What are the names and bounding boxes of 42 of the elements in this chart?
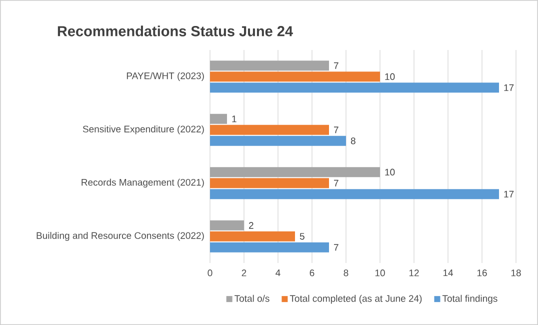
bar [210,60,330,71]
data-label: 10 [385,168,395,176]
legend-label: Total findings [442,294,498,304]
data-label: 7 [334,244,338,251]
chart-title: Recommendations Status June 24 [58,26,293,36]
legend-label: Total o/s [234,294,270,302]
y-tick-label: PAYE/WHT (2023) [126,72,204,82]
data-label: 17 [504,190,514,198]
bar [210,72,380,82]
x-tick-label: 6 [310,270,314,276]
x-tick-label: 0 [208,270,212,276]
bar [210,167,380,178]
y-tick-label: Building and Resource Consents (2022) [36,232,204,241]
data-label: 7 [334,180,338,186]
data-label: 17 [504,84,514,91]
legend-label: Total completed (as at June 24) [290,294,422,304]
x-tick-label: 18 [511,270,521,276]
x-tick-label: 12 [409,270,419,276]
bar [210,189,500,200]
x-tick-label: 10 [375,270,385,276]
bar [210,124,330,135]
bar [210,136,346,146]
data-label: 7 [334,126,338,134]
bar [210,231,296,242]
x-tick-label: 2 [242,270,246,276]
y-tick-label: Sensitive Expenditure (2022) [82,125,204,134]
bar [210,178,330,188]
x-tick-label: 14 [443,270,454,276]
bar [210,242,330,252]
data-label: 1 [232,116,236,122]
bar [210,82,500,93]
bar [210,114,227,124]
data-label: 7 [334,62,338,69]
bar [210,220,244,230]
data-label: 8 [350,138,356,144]
x-tick-label: 4 [276,270,280,276]
x-tick-label: 16 [477,270,487,276]
data-label: 5 [300,233,304,240]
y-tick-label: Records Management (2021) [82,178,204,188]
data-label: 2 [249,222,254,229]
x-tick-label: 8 [344,270,348,276]
data-label: 10 [385,73,395,80]
